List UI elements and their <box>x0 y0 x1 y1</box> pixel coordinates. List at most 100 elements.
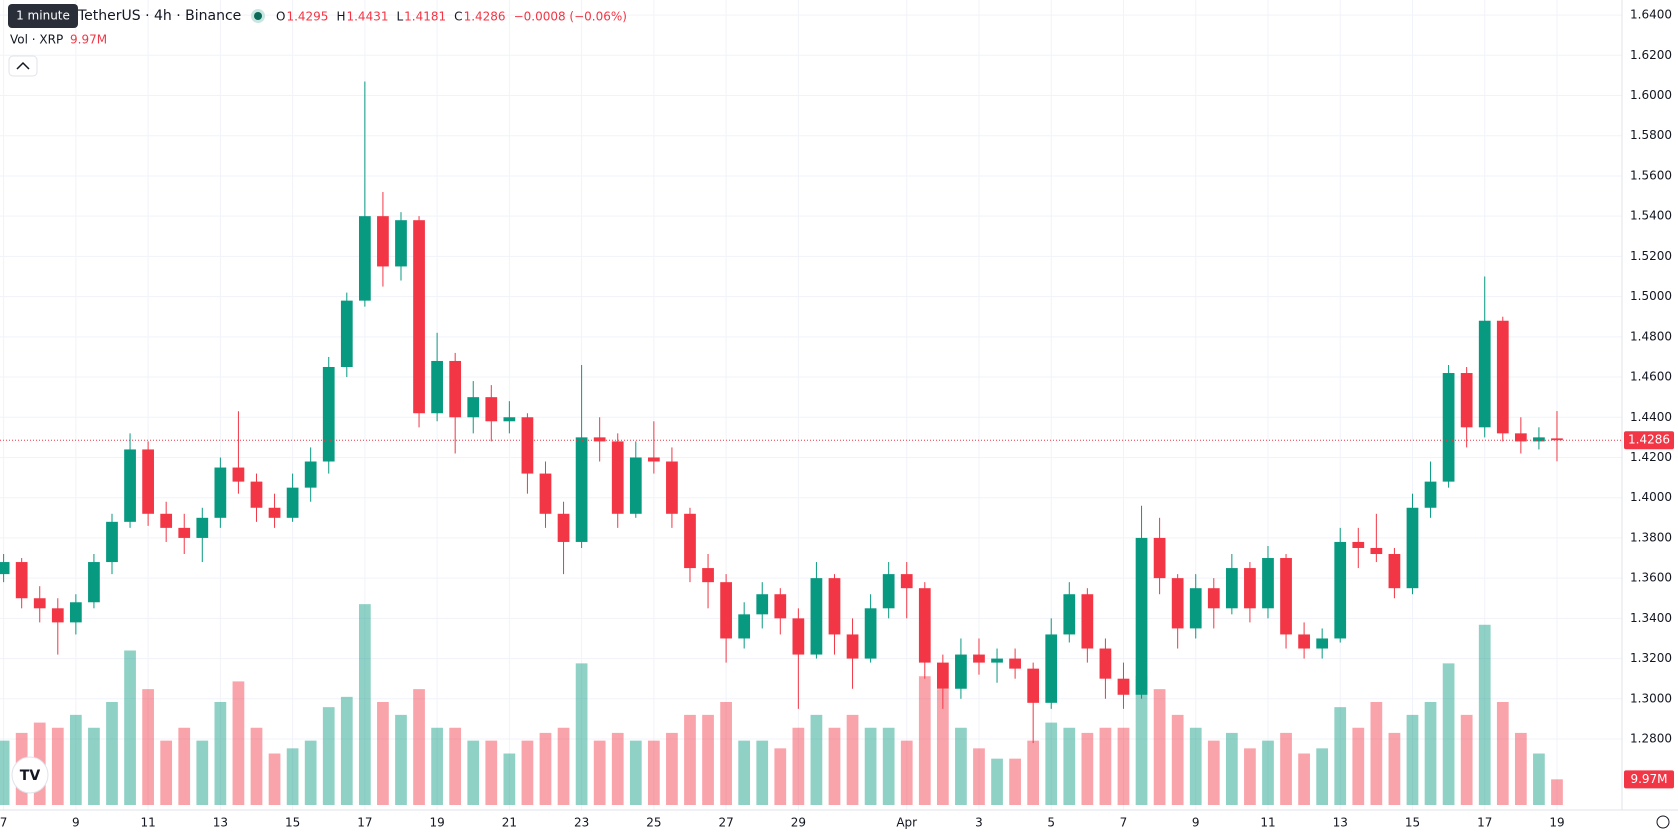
volume-bar <box>160 740 173 805</box>
candle-body <box>322 366 335 462</box>
candle-body <box>846 634 859 659</box>
candle-body <box>1189 588 1202 629</box>
candle-body <box>88 562 100 603</box>
candle-body <box>738 614 751 639</box>
volume-bar <box>1207 740 1220 805</box>
volume-bar <box>1189 727 1202 805</box>
candle-body <box>1352 541 1365 548</box>
collapse-button[interactable] <box>8 55 38 77</box>
x-tick-label: Apr <box>896 816 917 830</box>
candle-body <box>900 574 913 589</box>
candle-body <box>1424 481 1437 508</box>
x-tick-label: 17 <box>357 816 372 830</box>
candle-body <box>106 521 118 563</box>
volume-bar <box>395 714 407 805</box>
candle-body <box>1514 433 1527 442</box>
candle-body <box>1406 507 1419 589</box>
volume-bar <box>106 702 118 805</box>
candle-body <box>232 467 245 482</box>
volume-bar <box>1244 748 1256 805</box>
candle-body <box>647 457 660 462</box>
volume-bar <box>268 753 281 805</box>
candle-body <box>1388 554 1401 589</box>
y-tick-label: 1.5600 <box>1630 168 1672 182</box>
volume-bar <box>1551 779 1563 805</box>
volume-bar <box>178 727 191 805</box>
candle-body <box>160 513 173 528</box>
candle-body <box>1298 634 1310 649</box>
volume-bar <box>322 707 335 805</box>
candle-body <box>286 487 299 518</box>
volume-bar <box>774 748 787 805</box>
x-tick-label: 19 <box>1549 816 1564 830</box>
candle-body <box>467 397 480 418</box>
candle-body <box>0 562 10 575</box>
volume-bar <box>214 702 227 805</box>
candle-body <box>485 397 498 422</box>
candle-body <box>1370 547 1383 555</box>
settings-icon[interactable] <box>1656 815 1670 829</box>
candle-body <box>449 360 462 418</box>
volume-bar <box>1533 753 1545 805</box>
volume-bar <box>720 702 732 805</box>
y-tick-label: 1.4400 <box>1630 410 1672 424</box>
candle-body <box>1225 568 1238 609</box>
candle-body <box>377 216 389 267</box>
volume-bar <box>1406 714 1419 805</box>
y-tick-label: 1.4200 <box>1630 450 1672 464</box>
volume-bar <box>1514 732 1527 805</box>
volume-bar <box>882 727 895 805</box>
volume-bar <box>250 727 263 805</box>
candle-body <box>882 574 895 609</box>
y-tick-label: 1.6400 <box>1630 8 1672 22</box>
y-tick-label: 1.4800 <box>1630 329 1672 343</box>
volume-bar <box>973 748 985 805</box>
logo[interactable] <box>11 756 49 794</box>
volume-bar <box>1171 714 1184 805</box>
candle-body <box>250 481 263 508</box>
volume-bar <box>358 604 371 805</box>
x-tick-label: 3 <box>975 816 983 830</box>
candle-body <box>214 467 227 518</box>
x-tick-label: 13 <box>213 816 228 830</box>
y-tick-label: 1.6200 <box>1630 48 1672 62</box>
candle-body <box>828 578 841 635</box>
candle-body <box>918 588 931 663</box>
volume-bar <box>611 732 624 805</box>
volume-bar <box>666 732 678 805</box>
price-tag-bg <box>1624 431 1674 450</box>
candle-body <box>51 608 64 623</box>
volume-bar <box>142 689 154 805</box>
x-tick-label: 15 <box>1405 816 1420 830</box>
candle-body <box>1135 537 1148 695</box>
volume-bar <box>864 727 877 805</box>
candle-body <box>539 473 552 514</box>
y-tick-label: 1.2800 <box>1630 732 1672 746</box>
volume-bar <box>51 727 64 805</box>
logo-mark: TV <box>20 768 41 784</box>
volume-bar <box>629 740 642 805</box>
ohlc-value: 1.4295 <box>286 10 328 24</box>
volume-bar <box>304 740 317 805</box>
volume-label: Vol · XRP <box>10 33 63 47</box>
volume-bar <box>449 727 462 805</box>
candle-body <box>1099 648 1112 679</box>
y-tick-label: 1.3000 <box>1630 691 1672 705</box>
ohlc-label: L <box>396 10 403 24</box>
y-tick-label: 1.5000 <box>1630 289 1672 303</box>
volume-bar <box>1334 707 1347 805</box>
candle-body <box>1316 638 1329 649</box>
volume-bar <box>88 727 100 805</box>
x-tick-label: 19 <box>429 816 444 830</box>
volume-bar <box>1081 732 1094 805</box>
ohlc-value: 1.4181 <box>404 10 446 24</box>
volume-bar <box>521 740 534 805</box>
candle-body <box>575 437 588 542</box>
tooltip-text: 1 minute <box>16 9 70 23</box>
candle-body <box>720 582 732 639</box>
x-tick-label: 17 <box>1477 816 1492 830</box>
volume-bar <box>1009 758 1021 805</box>
volume-bar <box>810 714 823 805</box>
volume-bar <box>1135 676 1148 805</box>
x-tick-label: 25 <box>646 816 661 830</box>
